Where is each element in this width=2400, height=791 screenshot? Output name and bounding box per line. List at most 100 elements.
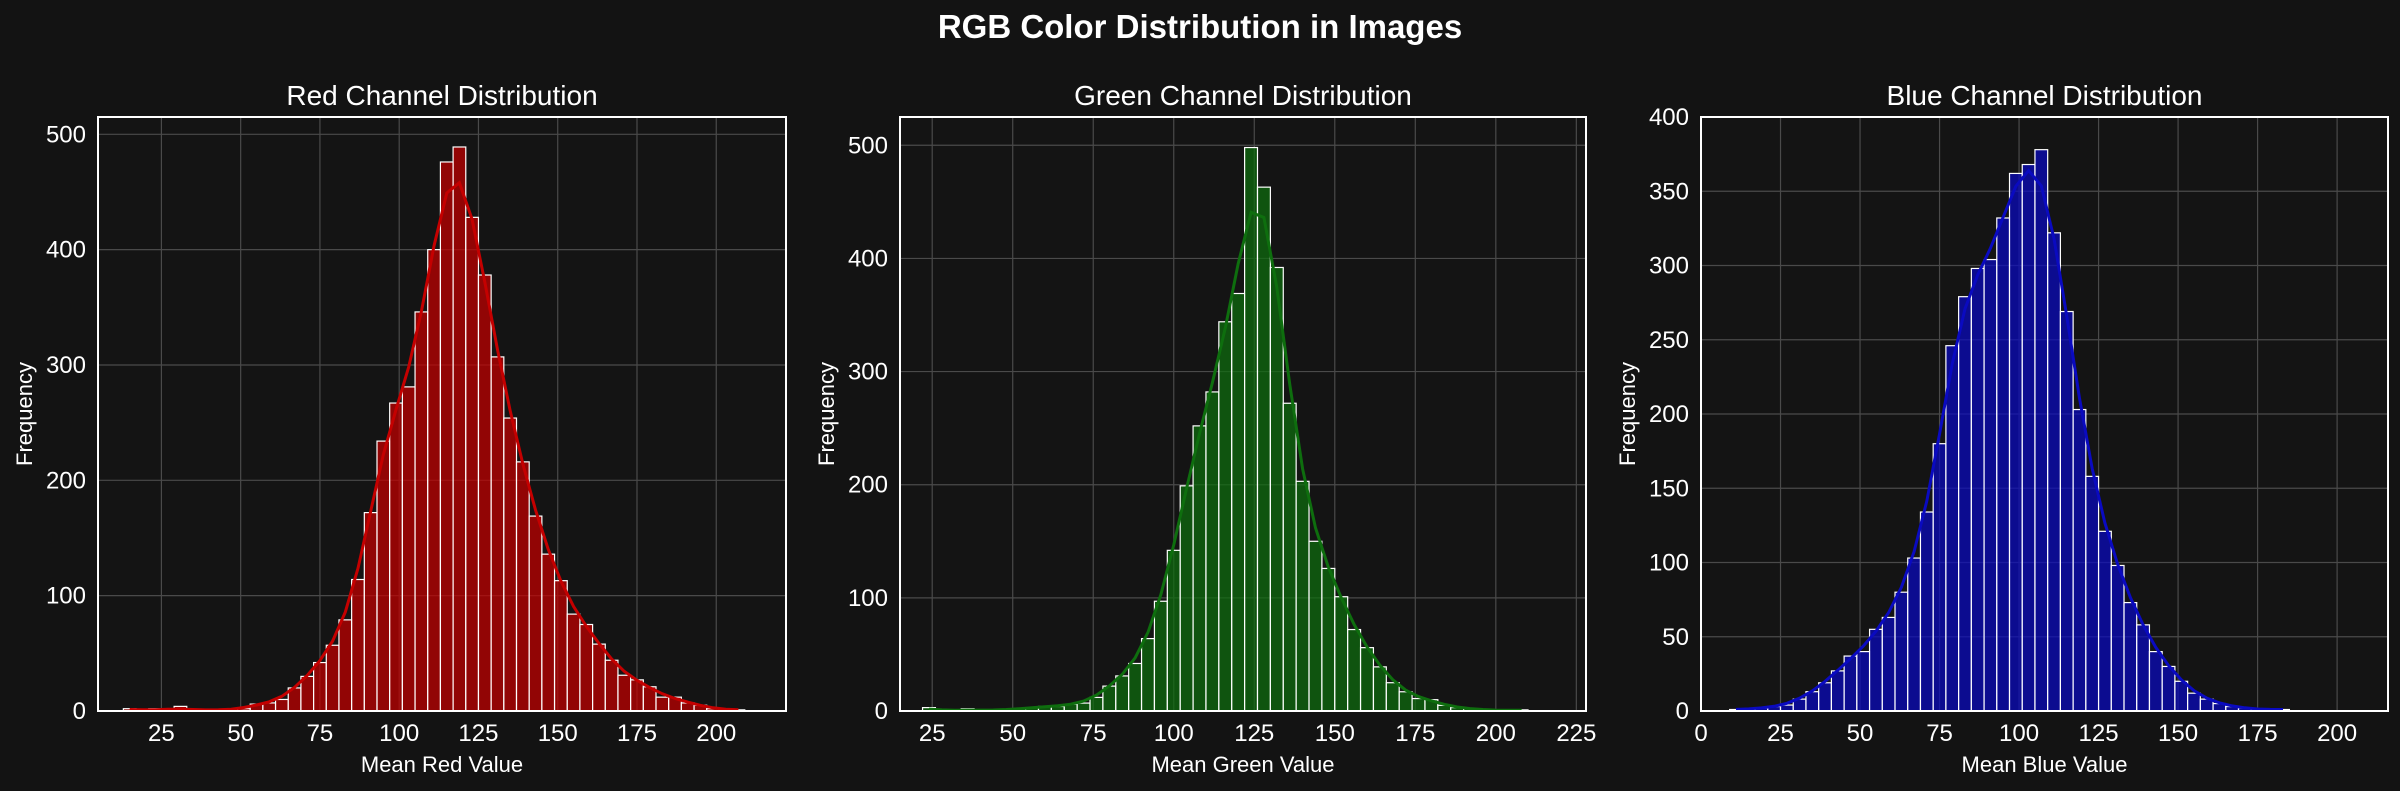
histogram-bar: [376, 440, 391, 712]
histogram-bar: [274, 698, 289, 712]
y-tick-label: 200: [848, 472, 888, 499]
histogram-bar: [389, 402, 403, 712]
y-tick-label: 100: [1649, 550, 1689, 577]
x-tick-label: 175: [2238, 720, 2278, 747]
histogram-bar: [325, 644, 340, 712]
x-tick-label: 175: [1395, 720, 1435, 747]
red-channel-panel: 25 50 75 100 125 150 175 200 0 100 200 300 400 500 Red…: [12, 80, 787, 777]
histogram-bar: [1166, 549, 1181, 712]
y-tick-label: 300: [1649, 253, 1689, 280]
x-tick-label: 125: [458, 720, 498, 747]
histogram-bar: [1398, 691, 1413, 712]
histogram-bar: [579, 623, 594, 712]
histogram-bar: [452, 146, 467, 712]
x-tick-label: 200: [2317, 720, 2357, 747]
histogram-bar: [1818, 682, 1833, 712]
histogram-bar: [1231, 292, 1246, 712]
histogram-bar: [338, 619, 353, 712]
x-tick-label: 150: [2158, 720, 2198, 747]
histogram-bar: [1970, 267, 1985, 712]
x-tick-label: 50: [1847, 720, 1874, 747]
histogram-bar: [1932, 443, 1947, 712]
axes-frame: [1700, 116, 2389, 712]
histogram-bar: [2110, 564, 2125, 712]
x-tick-label: 75: [1926, 720, 1953, 747]
histogram-bar: [515, 461, 530, 712]
x-tick-label: 200: [696, 720, 736, 747]
histogram-bar: [2148, 650, 2163, 712]
histogram-bar: [1385, 682, 1400, 712]
y-tick-label: 400: [848, 245, 888, 272]
x-tick-label: 150: [538, 720, 578, 747]
axes-frame: [97, 116, 787, 712]
histogram-bar: [541, 553, 556, 712]
kde-curve: [1735, 168, 2284, 711]
y-tick-label: 200: [46, 467, 86, 494]
histogram-bar: [2136, 624, 2151, 712]
y-tick-label: 100: [46, 583, 86, 610]
histogram-bar: [2097, 530, 2112, 712]
x-tick-label: 100: [1999, 720, 2039, 747]
histogram-bar: [1334, 596, 1349, 712]
panel-title: Blue Channel Distribution: [1887, 80, 2203, 111]
histogram-bar: [1115, 675, 1130, 712]
y-tick-label: 300: [46, 352, 86, 379]
histogram-bar: [1868, 628, 1883, 712]
histogram-bar: [2034, 149, 2049, 712]
x-tick-label: 25: [148, 720, 175, 747]
x-tick-label: 25: [1767, 720, 1794, 747]
histogram-bar: [1983, 258, 1998, 712]
histogram-bar: [1153, 600, 1168, 712]
histogram-bar: [1321, 567, 1336, 712]
x-axis-label: Mean Red Value: [361, 752, 523, 777]
histogram-bar: [439, 161, 454, 712]
histogram-bar: [528, 515, 543, 712]
axes-frame: [899, 116, 1587, 712]
histogram-bar: [1256, 186, 1271, 712]
y-tick-label: 300: [848, 359, 888, 386]
histogram-bar: [1359, 647, 1375, 712]
histogram-bar: [1856, 650, 1871, 712]
histogram-bar: [2047, 232, 2062, 712]
histogram-bar: [604, 659, 619, 712]
x-tick-label: 125: [1234, 720, 1274, 747]
x-tick-label: 75: [307, 720, 334, 747]
histogram-bar: [1218, 321, 1233, 712]
kde-curve: [928, 210, 1522, 712]
x-tick-label: 225: [1556, 720, 1596, 747]
y-tick-label: 50: [1662, 624, 1689, 651]
histogram-bar: [1945, 345, 1960, 712]
histogram-bar: [1308, 540, 1323, 712]
kde-curve: [129, 180, 739, 712]
histogram-bar: [1282, 402, 1297, 712]
histogram-bar: [1907, 557, 1922, 712]
histogram-bar: [1996, 217, 2011, 712]
y-tick-label: 350: [1649, 178, 1689, 205]
x-tick-label: 75: [1080, 720, 1107, 747]
histogram-bar: [617, 674, 632, 712]
histogram-bar: [1894, 591, 1909, 712]
histogram-bar: [2072, 408, 2087, 712]
histogram-bar: [1269, 266, 1284, 712]
y-tick-label: 500: [848, 132, 888, 159]
figure-title: RGB Color Distribution in Images: [938, 8, 1462, 45]
x-tick-label: 100: [379, 720, 419, 747]
y-tick-label: 250: [1649, 327, 1689, 354]
y-tick-label: 150: [1649, 475, 1689, 502]
histogram-bar: [1347, 628, 1362, 712]
panel-title: Green Channel Distribution: [1074, 80, 1412, 111]
y-axis-label: Frequency: [814, 362, 839, 466]
y-tick-label: 0: [1676, 698, 1689, 725]
histogram-bar: [1089, 696, 1104, 712]
histogram-bar: [1179, 485, 1194, 712]
histogram-bar: [1076, 702, 1091, 712]
histogram-bar: [312, 661, 327, 712]
x-tick-label: 50: [227, 720, 254, 747]
histogram-bar: [2187, 692, 2201, 712]
histogram-bar: [1295, 480, 1310, 712]
histogram-bar: [351, 578, 365, 712]
x-tick-label: 100: [1154, 720, 1194, 747]
histogram-bar: [1205, 391, 1220, 712]
x-axis-label: Mean Green Value: [1151, 752, 1334, 777]
